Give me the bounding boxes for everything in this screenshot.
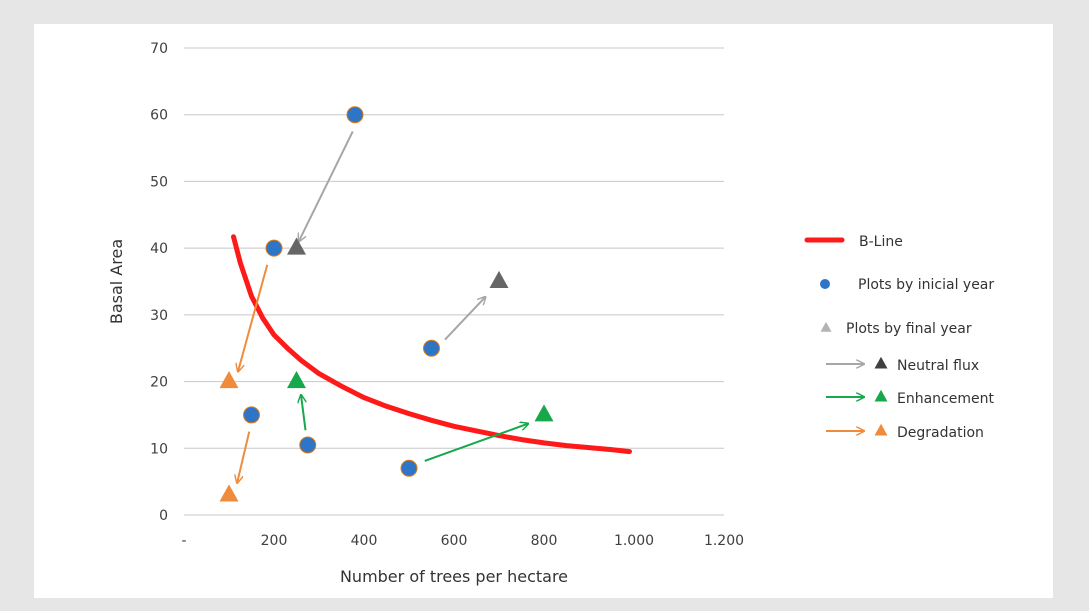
x-tick-label: 200 <box>261 533 288 549</box>
legend-triangle-swatch <box>874 389 888 402</box>
initial-year-point <box>299 436 317 454</box>
legend-item: Enhancement <box>826 389 994 407</box>
y-tick-label: 30 <box>150 308 168 324</box>
flux-arrows <box>237 130 529 483</box>
y-tick-label: 70 <box>150 41 168 57</box>
initial-year-point <box>243 406 260 424</box>
legend-item: Degradation <box>826 423 984 441</box>
y-tick-label: 10 <box>150 441 168 457</box>
enhancement-arrow <box>301 395 307 431</box>
plot-markers <box>219 106 554 502</box>
neutral-flux-arrow <box>299 130 354 241</box>
legend-label: Degradation <box>897 425 984 441</box>
final-year-point <box>219 484 239 502</box>
legend-label: B-Line <box>859 234 903 250</box>
chart-frame: 0 10 20 30 40 50 60 70 -200 400 600 800 1.000 1.200 … <box>34 24 1053 598</box>
y-tick-label: 0 <box>159 508 168 524</box>
x-axis-ticks: - 200 400 600 800 1.000 1.200 <box>181 533 744 549</box>
legend: B-Line Plots by inicial year Plots by fina… <box>804 234 994 441</box>
y-tick-label: 40 <box>150 241 168 257</box>
legend-item: Plots by final year <box>820 321 972 337</box>
degradation-arrow <box>238 264 269 372</box>
x-tick-label: 400 <box>351 533 378 549</box>
final-year-point <box>534 404 554 422</box>
legend-label: Plots by final year <box>846 321 972 337</box>
initial-year-point <box>400 459 418 477</box>
x-axis-title: Number of trees per hectare <box>340 567 568 586</box>
legend-circle-swatch <box>820 279 830 289</box>
x-tick-label: 800 <box>531 533 558 549</box>
b-line-series <box>231 234 632 455</box>
legend-item: Plots by inicial year <box>820 277 994 293</box>
initial-year-point <box>346 106 364 124</box>
y-axis-title: Basal Area <box>107 239 126 324</box>
neutral-flux-arrow <box>444 297 486 341</box>
final-year-point <box>287 370 306 389</box>
legend-triangle-swatch <box>874 356 888 369</box>
final-year-point <box>219 370 239 389</box>
x-tick-label: 600 <box>441 533 468 549</box>
legend-triangle-swatch <box>820 321 832 332</box>
final-year-point <box>287 237 306 255</box>
x-tick-label: - <box>181 533 186 549</box>
legend-triangle-swatch <box>874 423 888 436</box>
legend-item: B-Line <box>804 234 903 250</box>
gridlines <box>184 47 724 516</box>
legend-label: Plots by inicial year <box>858 277 994 293</box>
y-axis-ticks: 0 10 20 30 40 50 60 70 <box>150 41 168 524</box>
y-tick-label: 50 <box>150 174 168 190</box>
legend-item: Neutral flux <box>826 356 979 374</box>
legend-label: Neutral flux <box>897 358 979 374</box>
y-tick-label: 60 <box>150 108 168 124</box>
enhancement-arrow <box>424 424 529 462</box>
b-line-curve <box>231 234 632 455</box>
legend-label: Enhancement <box>897 391 994 407</box>
y-tick-label: 20 <box>150 375 168 391</box>
initial-year-point <box>423 339 440 357</box>
degradation-arrow <box>237 431 251 483</box>
x-tick-label: 1.200 <box>704 533 744 549</box>
final-year-point <box>489 270 509 288</box>
initial-year-point <box>265 239 283 257</box>
x-tick-label: 1.000 <box>614 533 654 549</box>
